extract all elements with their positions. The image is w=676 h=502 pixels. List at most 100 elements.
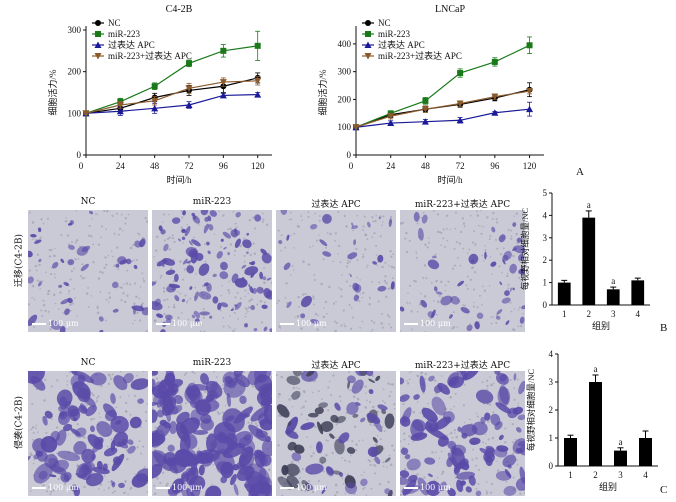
pore: [356, 397, 360, 401]
pore: [81, 277, 84, 280]
pore: [348, 273, 351, 276]
stained-cell: [99, 329, 104, 332]
stained-cell: [347, 252, 358, 260]
pore: [212, 371, 215, 373]
pore: [379, 235, 382, 238]
pore: [516, 463, 519, 466]
pore: [362, 253, 365, 256]
pore: [501, 271, 503, 274]
scale-bar: 100 μm: [404, 483, 451, 492]
legend-label: 过表达 APC: [378, 39, 425, 50]
stained-cell: [259, 271, 264, 280]
stained-cell: [504, 469, 511, 478]
pore: [330, 394, 333, 397]
pore: [475, 464, 478, 467]
significance-label: a: [619, 437, 623, 447]
pore: [66, 380, 69, 383]
stained-cell: [320, 421, 334, 432]
pore: [83, 485, 86, 489]
pore: [352, 395, 356, 398]
pore: [455, 435, 459, 439]
pore: [427, 402, 429, 405]
legend-marker: [94, 41, 102, 48]
stained-cell: [427, 311, 434, 318]
stained-cell: [204, 216, 209, 222]
pore: [119, 286, 122, 288]
pore: [376, 434, 379, 437]
pore: [329, 232, 332, 236]
stained-cell: [470, 440, 479, 446]
y-tick-label: 2: [543, 255, 548, 265]
pore: [334, 329, 337, 332]
pore: [344, 325, 347, 328]
pore: [204, 390, 207, 394]
stained-cell: [70, 371, 78, 376]
bar: [606, 289, 620, 305]
pore: [75, 239, 79, 242]
stained-cell: [453, 462, 461, 476]
pore: [117, 286, 120, 288]
pore: [58, 308, 60, 310]
stained-cell: [205, 485, 222, 496]
pore: [416, 473, 419, 476]
pore: [495, 221, 499, 224]
pore: [181, 312, 183, 314]
pore: [380, 322, 383, 325]
pore: [412, 440, 415, 443]
pore: [198, 224, 200, 226]
data-point: [526, 105, 534, 113]
pore: [391, 444, 394, 447]
pore: [361, 320, 364, 323]
pore: [153, 320, 156, 323]
pore: [129, 486, 133, 490]
pore: [286, 301, 289, 304]
pore: [261, 220, 264, 223]
pore: [56, 452, 58, 455]
stained-cell: [235, 212, 241, 218]
x-tick-label: 24: [386, 161, 396, 171]
pore: [332, 302, 336, 305]
scale-bar: 100 μm: [404, 319, 451, 328]
pore: [492, 211, 495, 215]
pore: [124, 480, 127, 483]
stained-cell: [186, 260, 193, 264]
stained-cell: [127, 439, 134, 445]
stained-cell: [154, 298, 161, 307]
micrograph-image: 100 μm: [276, 210, 396, 332]
stained-cell: [63, 472, 72, 481]
pore: [335, 491, 339, 494]
pore: [67, 292, 70, 295]
stained-cell: [316, 441, 323, 454]
pore: [518, 276, 521, 279]
pore: [436, 230, 440, 233]
pore: [155, 377, 158, 380]
pore: [346, 262, 350, 265]
pore: [403, 468, 407, 471]
pore: [193, 372, 196, 375]
stained-cell: [118, 482, 125, 488]
pore: [338, 287, 341, 289]
x-tick-label: 1: [568, 470, 573, 480]
pore: [107, 382, 111, 386]
pore: [29, 490, 32, 492]
data-point: [491, 93, 499, 101]
pore: [129, 413, 132, 416]
pore: [288, 218, 291, 221]
pore: [467, 252, 469, 254]
stained-cell: [491, 226, 496, 233]
pore: [317, 390, 320, 393]
pore: [410, 310, 413, 313]
pore: [280, 234, 283, 237]
stained-cell: [458, 371, 468, 380]
pore: [348, 304, 351, 306]
pore: [189, 297, 192, 300]
data-point: [185, 85, 193, 92]
pore: [512, 328, 516, 332]
pore: [108, 296, 112, 299]
pore: [476, 210, 478, 213]
pore: [458, 242, 462, 245]
pore: [107, 254, 110, 257]
pore: [145, 419, 148, 422]
pore: [424, 330, 427, 332]
y-axis-label: 细胞活力/%: [317, 69, 328, 116]
